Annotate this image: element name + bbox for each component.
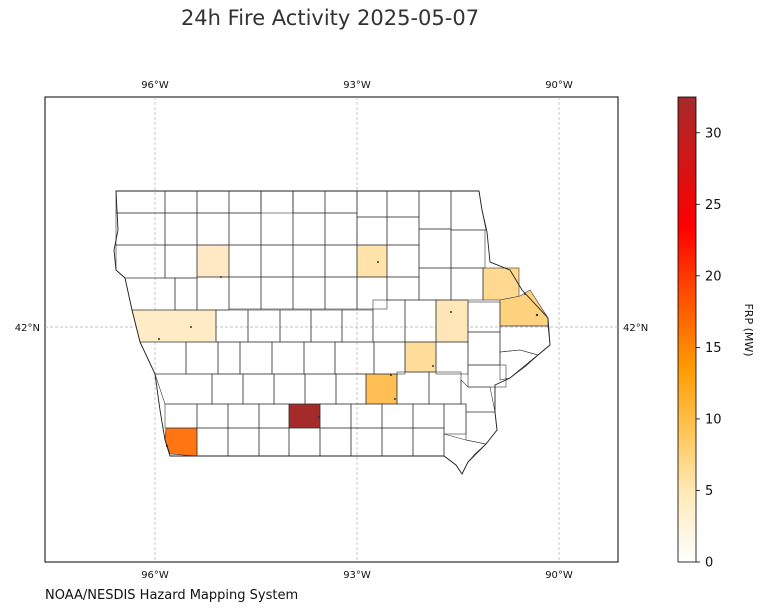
colorbar-tick-label: 10	[705, 412, 722, 427]
lon-tick-label: 93°W	[343, 570, 371, 581]
county-fire	[435, 299, 469, 343]
fire-point	[390, 374, 392, 376]
county-fire	[356, 244, 388, 278]
colorbar-tick-label: 25	[705, 198, 722, 213]
county-fire	[196, 244, 230, 278]
colorbar-tick-label: 5	[705, 484, 713, 499]
county-fire	[404, 341, 437, 373]
lon-ticks-top: 96°W 93°W 90°W	[141, 80, 573, 91]
lon-ticks-bottom: 96°W 93°W 90°W	[141, 570, 573, 581]
county-fire	[365, 373, 398, 405]
colorbar-tick-label: 15	[705, 341, 722, 356]
lon-tick-label: 90°W	[545, 80, 573, 91]
county-fire-max	[288, 403, 321, 429]
fire-point	[535, 313, 539, 317]
lon-tick-label: 96°W	[141, 80, 169, 91]
fire-point	[317, 415, 321, 419]
county-fire	[131, 309, 217, 343]
fire-point	[394, 398, 396, 400]
county-fire	[164, 427, 198, 457]
fire-detections	[158, 261, 539, 448]
colorbar-tick-label: 30	[705, 126, 722, 141]
lon-tick-label: 90°W	[545, 570, 573, 581]
map-title: 24h Fire Activity 2025-05-07	[180, 6, 480, 30]
lon-tick-label: 96°W	[141, 570, 169, 581]
fire-point	[450, 311, 452, 313]
fire-point	[165, 444, 169, 448]
colorbar-ticks: 0 5 10 15 20 25 30	[696, 126, 722, 571]
colorbar: 0 5 10 15 20 25 30 FRP (MW)	[677, 96, 755, 571]
lat-tick-label-left: 42°N	[15, 323, 40, 334]
colorbar-gradient	[677, 96, 697, 563]
fire-point	[432, 365, 434, 367]
fire-point	[220, 276, 222, 278]
colorbar-label: FRP (MW)	[742, 303, 755, 356]
county-fire	[482, 267, 520, 301]
source-credit: NOAA/NESDIS Hazard Mapping System	[45, 588, 299, 603]
lon-tick-label: 93°W	[343, 80, 371, 91]
fire-point	[190, 326, 192, 328]
fire-point	[524, 293, 526, 295]
colorbar-tick-label: 20	[705, 269, 722, 284]
colorbar-tick-label: 0	[705, 556, 713, 571]
fire-point	[377, 261, 379, 263]
county-map	[113, 190, 551, 475]
map-frame	[44, 96, 619, 563]
fire-point	[158, 338, 160, 340]
lat-tick-label-right: 42°N	[623, 323, 648, 334]
